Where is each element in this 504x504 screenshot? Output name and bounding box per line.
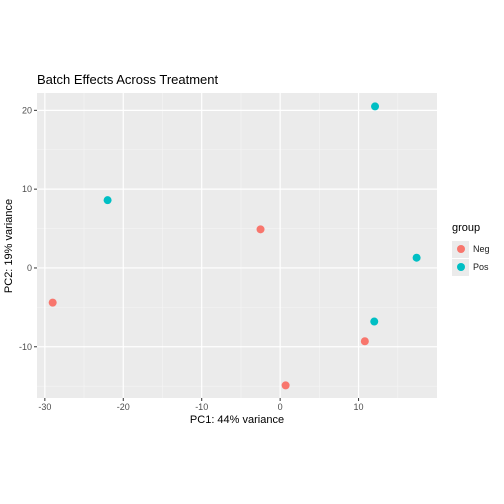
legend: group Neg Pos	[452, 222, 490, 276]
legend-title: group	[452, 222, 481, 234]
y-axis-label: PC2: 19% variance	[3, 198, 15, 294]
legend-item-neg: Neg	[452, 240, 490, 258]
y-tick-label: 20	[22, 105, 32, 115]
y-tick-label: -10	[19, 342, 32, 352]
legend-key-neg	[452, 240, 469, 258]
x-tick-label: 0	[278, 402, 283, 412]
y-tick-label: 0	[27, 263, 32, 273]
chart-title: Batch Effects Across Treatment	[37, 72, 219, 87]
data-point-neg	[281, 381, 290, 390]
data-point-neg	[360, 337, 369, 346]
y-tick-label: 10	[22, 184, 32, 194]
legend-key-pos	[452, 258, 469, 276]
x-tick-label: 10	[354, 402, 364, 412]
data-point-pos	[371, 102, 380, 111]
data-point-neg	[48, 298, 57, 307]
data-point-pos	[370, 317, 379, 326]
data-point-neg	[256, 225, 265, 234]
legend-dot-neg	[456, 245, 465, 253]
legend-label-neg: Neg	[473, 244, 490, 254]
x-axis-label: PC1: 44% variance	[189, 414, 285, 426]
legend-item-pos: Pos	[452, 258, 490, 276]
x-tick-label: -20	[117, 402, 130, 412]
legend-dot-pos	[456, 263, 465, 271]
data-point-pos	[103, 196, 112, 205]
data-point-pos	[412, 253, 421, 262]
x-tick-label: -10	[195, 402, 208, 412]
legend-label-pos: Pos	[473, 262, 489, 272]
x-tick-label: -30	[38, 402, 51, 412]
plot-panel	[37, 93, 437, 398]
